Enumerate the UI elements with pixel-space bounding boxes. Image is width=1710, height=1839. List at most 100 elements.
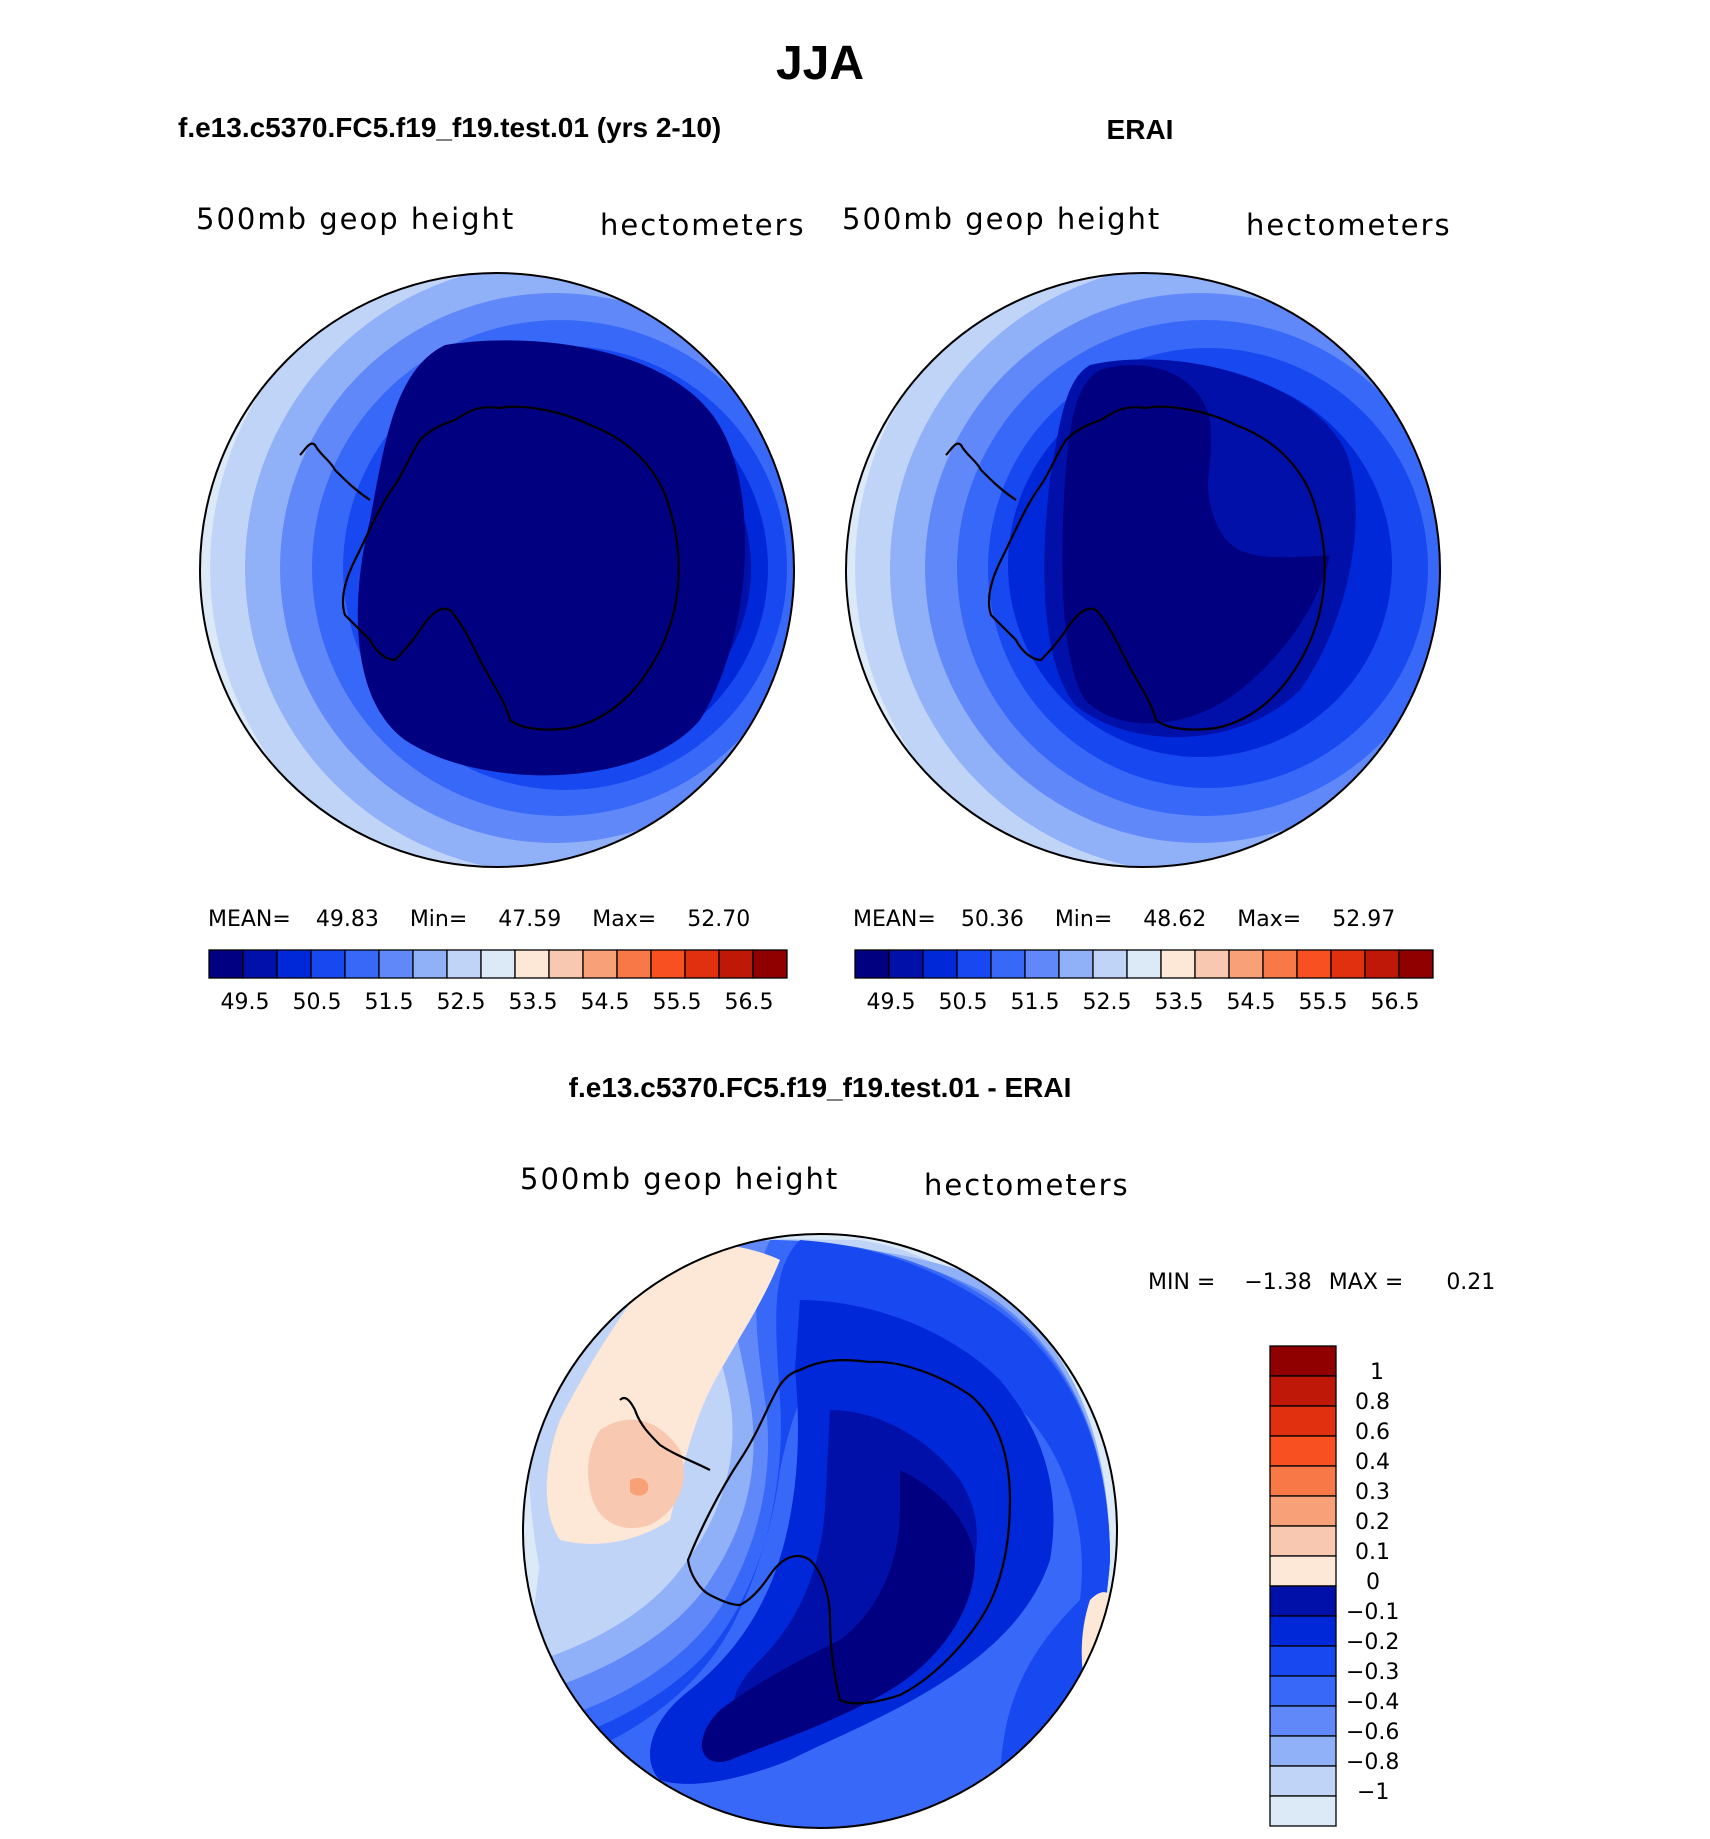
colorbar-swatch — [310, 949, 346, 979]
diff-min-label: MIN = — [1148, 1270, 1216, 1295]
colorbar-swatch — [208, 949, 244, 979]
colorbar-swatch — [480, 949, 516, 979]
colorbar-swatch — [922, 949, 958, 979]
colorbar-swatch — [1364, 949, 1400, 979]
colorbar-swatch — [1269, 1495, 1337, 1527]
obs-min-value: 48.62 — [1143, 907, 1207, 932]
model-colorbar-tick: 53.5 — [508, 990, 558, 1015]
colorbar-swatch — [1269, 1435, 1337, 1467]
diff-colorbar-label: 0.2 — [1355, 1510, 1390, 1535]
diff-contour-band — [630, 1478, 649, 1496]
colorbar-swatch — [1160, 949, 1196, 979]
model-mean-value: 49.83 — [315, 907, 379, 932]
colorbar-swatch — [514, 949, 550, 979]
diff-colorbar-label: 0.3 — [1355, 1480, 1390, 1505]
model-units-label: hectometers — [600, 208, 806, 242]
colorbar-swatch — [854, 949, 890, 979]
model-min-value: 47.59 — [498, 907, 562, 932]
model-variable-label: 500mb geop height — [196, 202, 516, 236]
model-contour-band — [357, 340, 746, 776]
colorbar-swatch — [344, 949, 380, 979]
model-colorbar-tick: 49.5 — [220, 990, 270, 1015]
obs-colorbar-tick: 49.5 — [866, 990, 916, 1015]
diff-colorbar-label: 0.8 — [1355, 1390, 1390, 1415]
colorbar-swatch — [242, 949, 278, 979]
colorbar-swatch — [1269, 1735, 1337, 1767]
obs-colorbar-tick: 56.5 — [1370, 990, 1420, 1015]
obs-map — [846, 273, 1440, 867]
diff-map-border — [522, 1233, 1118, 1829]
obs-panel-title: ERAI — [1106, 114, 1174, 145]
colorbar-swatch — [1126, 949, 1162, 979]
colorbar-swatch — [1269, 1585, 1337, 1617]
obs-peninsula-coastline — [945, 442, 1017, 501]
diff-colorbar-label: −0.4 — [1346, 1690, 1400, 1715]
diff-min-value: −1.38 — [1244, 1270, 1312, 1295]
diff-panel-title: f.e13.c5370.FC5.f19_f19.test.01 - ERAI — [568, 1072, 1072, 1103]
model-map — [200, 273, 794, 867]
model-colorbar-tick: 51.5 — [364, 990, 414, 1015]
model-colorbar-tick: 54.5 — [580, 990, 630, 1015]
obs-colorbar-tick: 51.5 — [1010, 990, 1060, 1015]
diff-colorbar-label: −0.8 — [1346, 1750, 1400, 1775]
obs-stats: MEAN= 50.36 Min= 48.62 Max= 52.97 — [853, 907, 1395, 932]
model-colorbar-tick: 52.5 — [436, 990, 486, 1015]
obs-colorbar-tick: 54.5 — [1226, 990, 1276, 1015]
colorbar-swatch — [1269, 1405, 1337, 1437]
diff-antarctica-coastline — [686, 1358, 1012, 1705]
model-peninsula-coastline — [299, 442, 371, 501]
colorbar-swatch — [412, 949, 448, 979]
diff-contour-band — [701, 1470, 975, 1762]
diff-map — [523, 1234, 1117, 1828]
colorbar-swatch — [718, 949, 754, 979]
diff-colorbar-label: −0.1 — [1346, 1600, 1400, 1625]
colorbar-swatch — [1269, 1675, 1337, 1707]
colorbar-swatch — [1269, 1345, 1337, 1377]
colorbar-swatch — [1058, 949, 1094, 979]
colorbar-swatch — [1262, 949, 1298, 979]
colorbar-swatch — [1269, 1465, 1337, 1497]
obs-contour-band — [1062, 365, 1330, 724]
obs-units-label: hectometers — [1246, 208, 1452, 242]
colorbar-swatch — [1269, 1705, 1337, 1737]
colorbar-swatch — [990, 949, 1026, 979]
colorbar-swatch — [684, 949, 720, 979]
obs-contour-hole — [1212, 483, 1335, 557]
model-antarctica-coastline — [341, 405, 680, 731]
colorbar-swatch — [616, 949, 652, 979]
obs-colorbar-tick: 52.5 — [1082, 990, 1132, 1015]
colorbar-swatch — [1269, 1525, 1337, 1557]
colorbar-swatch — [1269, 1375, 1337, 1407]
diff-variable-label: 500mb geop height — [520, 1162, 840, 1196]
colorbar-swatch — [956, 949, 992, 979]
diff-colorbar-label: −0.6 — [1346, 1720, 1400, 1745]
obs-mean-value: 50.36 — [960, 907, 1024, 932]
colorbar-swatch — [1269, 1795, 1337, 1827]
diff-colorbar-label: −0.2 — [1346, 1630, 1400, 1655]
diff-colorbar-label: 0.4 — [1355, 1450, 1390, 1475]
diff-contour-band — [588, 1419, 684, 1529]
obs-mean-label: MEAN= — [853, 907, 936, 932]
obs-colorbar-tick: 53.5 — [1154, 990, 1204, 1015]
diff-colorbar-label: 0.1 — [1355, 1540, 1390, 1565]
model-max-label: Max= — [592, 907, 657, 932]
colorbar-swatch — [548, 949, 584, 979]
obs-max-value: 52.97 — [1332, 907, 1396, 932]
colorbar-swatch — [582, 949, 618, 979]
diff-colorbar-label: 1 — [1370, 1360, 1384, 1385]
colorbar-swatch — [1296, 949, 1332, 979]
colorbar-swatch — [1330, 949, 1366, 979]
obs-colorbar-tick: 55.5 — [1298, 990, 1348, 1015]
obs-antarctica-coastline — [987, 405, 1326, 731]
obs-map-border — [845, 272, 1441, 868]
model-colorbar-tick: 56.5 — [724, 990, 774, 1015]
diff-minmax: MIN = −1.38 MAX = 0.21 — [1148, 1270, 1495, 1295]
colorbar-swatch — [752, 949, 788, 979]
colorbar-swatch — [1269, 1765, 1337, 1797]
diff-colorbar-label: 0.6 — [1355, 1420, 1390, 1445]
model-map-border — [199, 272, 795, 868]
colorbar-swatch — [650, 949, 686, 979]
colorbar-swatch — [378, 949, 414, 979]
colorbar-swatch — [1398, 949, 1434, 979]
